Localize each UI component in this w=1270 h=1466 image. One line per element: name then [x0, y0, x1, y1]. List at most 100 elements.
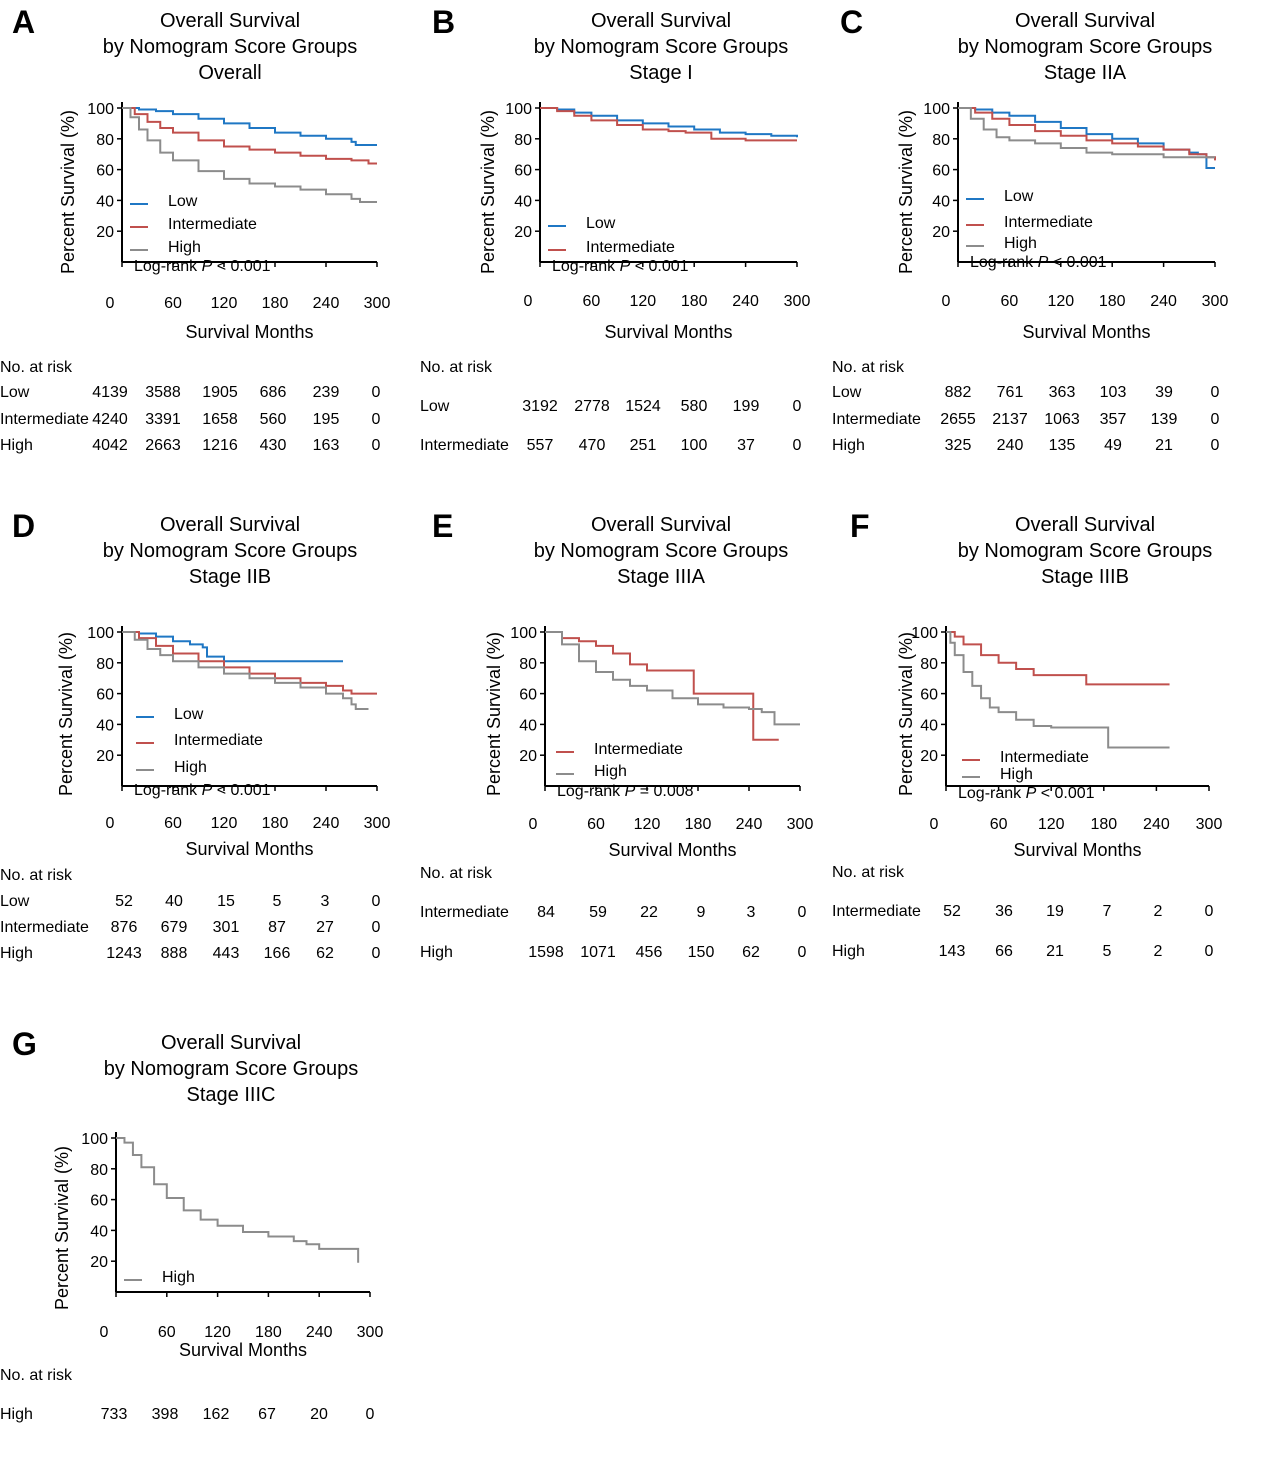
panel-e-x-axis-label: Survival Months [608, 840, 736, 860]
panel-b-y-tick-label: 80 [514, 132, 532, 149]
panel-c-risk-value: 103 [1099, 384, 1127, 401]
panel-e-pvalue: Log-rank P = 0.008 [557, 783, 694, 800]
panel-f-risk-value: 2 [1153, 943, 1163, 960]
panel-d-risk-row-name: Intermediate [0, 919, 89, 936]
panel-b-series-low [540, 107, 798, 138]
panel-c-pvalue-value: < 0.001 [1048, 254, 1106, 271]
panel-a-series-high [122, 107, 377, 203]
panel-d-label: D [12, 508, 36, 544]
panel-d-x-tick-label: 60 [164, 815, 182, 832]
panel-b-risk-value: 100 [680, 437, 708, 454]
panel-b-risk-value: 470 [578, 437, 606, 454]
panel-e-risk-value: 62 [742, 944, 760, 961]
panel-b-pvalue-p: P [620, 258, 631, 275]
panel-d-title-line: Overall Survival [159, 514, 301, 536]
panel-f-y-tick-label: 80 [920, 656, 938, 673]
panel-e-legend-label-high: High [594, 763, 627, 780]
panel-c-risk-value: 49 [1104, 437, 1122, 454]
panel-f-series-high [946, 631, 1170, 749]
panel-a-risk-value: 2663 [145, 437, 181, 454]
panel-b-y-tick-label: 20 [514, 224, 532, 241]
panel-d-y-axis-label: Percent Survival (%) [56, 632, 76, 796]
panel-a-risk-value: 1216 [202, 437, 238, 454]
panel-g-x-tick-label: 0 [100, 1324, 109, 1341]
panel-c-title-line: Overall Survival [1014, 10, 1156, 32]
panel-d-risk-value: 876 [110, 919, 138, 936]
panel-f-pvalue-prefix: Log-rank [958, 785, 1026, 802]
panel-b-y-axis-label: Percent Survival (%) [478, 110, 498, 274]
panel-f-legend-label-high: High [1000, 766, 1033, 783]
panel-g-x-tick-label: 180 [255, 1324, 282, 1341]
panel-a-risk-value: 4139 [92, 384, 128, 401]
panel-e-label: E [432, 508, 454, 544]
panel-a-x-tick-label: 60 [164, 295, 182, 312]
panel-e-x-tick-label: 0 [529, 816, 538, 833]
panel-d-risk-header: No. at risk [0, 867, 73, 884]
panel-b-title-line: by Nomogram Score Groups [533, 36, 789, 58]
panel-e-x-tick-label: 300 [787, 816, 814, 833]
panel-a-risk-value: 0 [371, 384, 381, 401]
panel-e-risk-value: 3 [746, 904, 756, 921]
panel-g-risk-value: 20 [310, 1406, 328, 1423]
panel-f-y-axis-label: Percent Survival (%) [896, 632, 916, 796]
panel-b-risk-value: 251 [629, 437, 657, 454]
panel-f-x-tick-label: 0 [930, 816, 939, 833]
panel-e-title-line: Overall Survival [590, 514, 732, 536]
panel-b-x-axis-label: Survival Months [604, 322, 732, 342]
panel-a-series-low [122, 107, 377, 146]
panel-e-risk-value: 22 [640, 904, 658, 921]
panel-e-x-tick-label: 180 [685, 816, 712, 833]
panel-b-risk-value: 0 [792, 437, 802, 454]
panel-f-series-intermediate [946, 631, 1170, 686]
panel-a-title-line: Overall [198, 62, 262, 84]
panel-b-risk-value: 1524 [625, 398, 661, 415]
panel-e-pvalue-value: = 0.008 [635, 783, 693, 800]
panel-d-risk-value: 166 [263, 945, 291, 962]
panel-d-pvalue-p: P [202, 782, 213, 799]
panel-f-title-line: Overall Survival [1014, 514, 1156, 536]
panel-g-y-axis-label: Percent Survival (%) [52, 1146, 72, 1310]
panel-b-x-tick-label: 180 [681, 293, 708, 310]
panel-b-risk-row-name: Intermediate [420, 437, 509, 454]
panel-f-y-tick-label: 20 [920, 748, 938, 765]
panel-d-legend-label-intermediate: Intermediate [174, 732, 263, 749]
panel-a-risk-value: 3391 [145, 411, 181, 428]
panel-e-title: Overall Survival by Nomogram Score Groups… [461, 512, 861, 590]
panel-d-x-tick-label: 240 [313, 815, 340, 832]
panel-c-y-tick-label: 60 [932, 163, 950, 180]
panel-d-series-intermediate [122, 631, 377, 695]
panel-e-risk-row-name: High [420, 944, 453, 961]
panel-a-x-tick-label: 180 [262, 295, 289, 312]
panel-c-chart: 20 40 60 80 100 0 60 120 180 240 300 Survival Month… [896, 101, 1228, 342]
panel-b-risk-value: 0 [792, 398, 802, 415]
panel-d-pvalue: Log-rank P < 0.001 [134, 782, 271, 799]
panel-e-x-tick-label: 240 [736, 816, 763, 833]
panel-f-risk-header: No. at risk [832, 864, 905, 881]
panel-e-chart: 20 40 60 80 100 0 60 120 180 240 300 Survival Month… [484, 625, 813, 860]
panel-c-x-axis-label: Survival Months [1022, 322, 1150, 342]
panel-c-pvalue-prefix: Log-rank [970, 254, 1038, 271]
panel-c-risk-value: 135 [1048, 437, 1076, 454]
panel-e-risk-value: 150 [687, 944, 715, 961]
panel-a-legend-label-high: High [168, 239, 201, 256]
panel-g-y-tick-label: 100 [81, 1131, 108, 1148]
panel-g-risk-value: 733 [100, 1406, 128, 1423]
panel-e-risk-row-name: Intermediate [420, 904, 509, 921]
panel-d-risk-value: 0 [371, 919, 381, 936]
panel-b-risk-row-name: Low [420, 398, 450, 415]
panel-c-risk-value: 240 [996, 437, 1024, 454]
panel-c-risk-value: 0 [1210, 384, 1220, 401]
panel-c-title-line: Stage IIA [1043, 62, 1127, 84]
panel-b-title: Overall Survival by Nomogram Score Groups… [461, 8, 861, 86]
panel-c-risk-value: 1063 [1044, 411, 1080, 428]
panel-d-risk-value: 87 [268, 919, 286, 936]
panel-a-risk-value: 430 [259, 437, 287, 454]
panel-d-y-tick-label: 40 [96, 717, 114, 734]
panel-d-risk-value: 52 [115, 893, 133, 910]
panel-f-risk-value: 19 [1046, 903, 1064, 920]
panel-a-y-tick-label: 80 [96, 132, 114, 149]
panel-d-y-tick-label: 100 [87, 625, 114, 642]
panel-d-x-tick-label: 180 [262, 815, 289, 832]
panel-a-risk-value: 686 [259, 384, 287, 401]
